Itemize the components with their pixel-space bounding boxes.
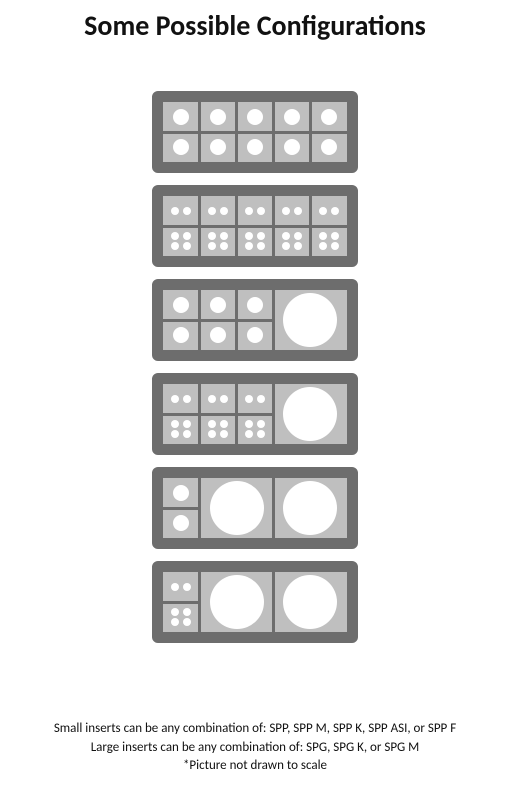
insert-dot [283,293,337,347]
insert-dot [257,420,265,428]
insert-dot [257,242,265,250]
insert-dot [208,207,216,215]
insert-dot [220,232,228,240]
divider-horizontal [163,507,200,510]
divider-vertical [272,572,275,632]
insert-dot [245,207,253,215]
insert-dot [247,109,263,125]
insert-dot [210,297,226,313]
insert-dot [283,387,337,441]
footer-line-1: Small inserts can be any combination of:… [0,720,510,738]
insert-dot [247,297,263,313]
insert-dot [282,232,290,240]
config-panel-2 [152,185,358,267]
insert-dot [183,232,191,240]
insert-dot [173,485,189,501]
insert-dot [220,420,228,428]
insert-dot [319,207,327,215]
insert-dot [173,109,189,125]
insert-dot [220,395,228,403]
insert-dot [257,232,265,240]
insert-dot [220,242,228,250]
config-panel-3 [152,279,358,361]
insert-dot [173,139,189,155]
insert-dot [208,242,216,250]
insert-dot [257,395,265,403]
insert-dot [173,327,189,343]
insert-dot [210,139,226,155]
insert-dot [171,430,179,438]
insert-dot [257,430,265,438]
insert-dot [171,232,179,240]
insert-dot [294,232,302,240]
footer-line-2: Large inserts can be any combination of:… [0,739,510,757]
insert-dot [183,430,191,438]
insert-dot [171,207,179,215]
insert-dot [171,420,179,428]
config-panel-4 [152,373,358,455]
insert-dot [245,420,253,428]
insert-dot [183,395,191,403]
insert-dot [283,481,337,535]
divider-horizontal [163,225,347,228]
insert-dot [245,395,253,403]
insert-dot [183,608,191,616]
config-panel-5 [152,467,358,549]
insert-dot [245,232,253,240]
insert-dot [208,430,216,438]
insert-dot [284,139,300,155]
insert-dot [171,395,179,403]
insert-dot [331,242,339,250]
insert-dot [173,297,189,313]
insert-dot [208,232,216,240]
insert-dot [247,139,263,155]
insert-dot [183,420,191,428]
footer-notes: Small inserts can be any combination of:… [0,720,510,775]
insert-dot [331,232,339,240]
insert-dot [171,583,179,591]
insert-dot [171,242,179,250]
insert-dot [294,242,302,250]
insert-dot [220,430,228,438]
insert-dot [284,109,300,125]
page: Some Possible Configurations Small inser… [0,0,510,785]
insert-dot [283,575,337,629]
divider-horizontal [163,319,273,322]
insert-dot [245,430,253,438]
insert-dot [319,242,327,250]
insert-dot [171,608,179,616]
insert-dot [208,420,216,428]
divider-vertical [272,478,275,538]
insert-dot [331,207,339,215]
insert-dot [183,242,191,250]
insert-dot [183,583,191,591]
insert-dot [321,109,337,125]
insert-dot [183,207,191,215]
insert-dot [183,618,191,626]
insert-dot [173,515,189,531]
insert-dot [245,242,253,250]
divider-horizontal [163,131,347,134]
insert-dot [282,207,290,215]
insert-dot [208,395,216,403]
insert-dot [319,232,327,240]
insert-dot [210,481,264,535]
insert-dot [257,207,265,215]
insert-dot [282,242,290,250]
divider-horizontal [163,601,200,604]
config-panel-6 [152,561,358,643]
insert-dot [210,575,264,629]
page-title: Some Possible Configurations [0,8,510,43]
insert-dot [321,139,337,155]
insert-dot [220,207,228,215]
panel-stack [0,91,510,643]
footer-line-3: *Picture not drawn to scale [0,757,510,775]
insert-dot [210,327,226,343]
config-panel-1 [152,91,358,173]
insert-dot [210,109,226,125]
insert-dot [171,618,179,626]
divider-horizontal [163,413,273,416]
insert-dot [294,207,302,215]
insert-dot [247,327,263,343]
